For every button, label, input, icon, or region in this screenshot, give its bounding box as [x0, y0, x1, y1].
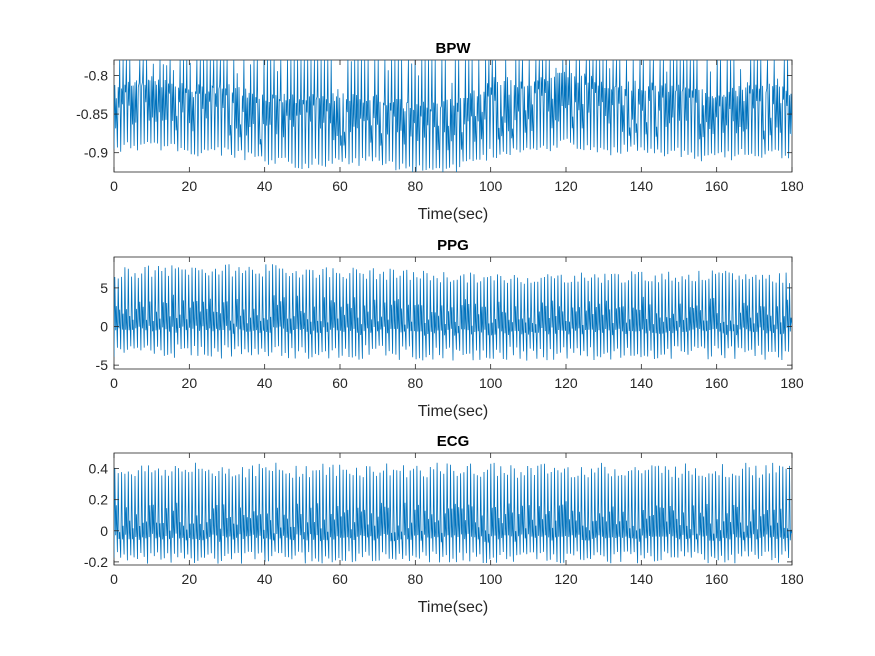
x-tick-label: 120 — [554, 571, 578, 587]
y-tick-label: 0.2 — [89, 492, 109, 508]
x-tick-label: 120 — [554, 178, 578, 194]
y-tick-label: -0.2 — [84, 554, 108, 570]
x-tick-label: 0 — [110, 571, 118, 587]
x-tick-label: 80 — [408, 571, 424, 587]
x-tick-label: 80 — [408, 375, 424, 391]
y-tick-label: 0 — [100, 319, 108, 335]
y-tick-label: -0.9 — [84, 145, 108, 161]
y-tick-label: -0.8 — [84, 67, 108, 83]
subplot-ecg: 0 20 40 60 80 100 120 140 160 1800.40.20-0.2ECGTi… — [84, 433, 804, 616]
x-tick-label: 140 — [630, 178, 654, 194]
subplot-title: ECG — [437, 433, 470, 450]
x-axis-label: Time(sec) — [418, 599, 489, 616]
y-tick-label: 5 — [100, 280, 108, 296]
x-tick-label: 40 — [257, 375, 273, 391]
x-tick-label: 120 — [554, 375, 578, 391]
subplot-panels: 0 20 40 60 80 100 120 140 160 180 -0.8 -0.85 -0.9 BPW… — [76, 40, 804, 616]
x-tick-label: 180 — [780, 571, 804, 587]
x-tick-label: 100 — [479, 375, 503, 391]
x-tick-label: 60 — [332, 375, 348, 391]
x-tick-label: 20 — [182, 375, 198, 391]
x-tick-label: 100 — [479, 178, 503, 194]
x-tick-label: 160 — [705, 571, 729, 587]
x-axis-label: Time(sec) — [418, 206, 489, 223]
x-tick-label: 40 — [257, 178, 273, 194]
subplot-title: PPG — [437, 237, 469, 254]
x-tick-label: 60 — [332, 178, 348, 194]
x-tick-label: 180 — [780, 178, 804, 194]
x-tick-label: 160 — [705, 375, 729, 391]
signal-trace-bpw — [114, 60, 792, 172]
x-tick-label: 180 — [780, 375, 804, 391]
y-tick-label: 0 — [100, 523, 108, 539]
x-tick-label: 160 — [705, 178, 729, 194]
x-tick-label: 20 — [182, 178, 198, 194]
x-tick-label: 80 — [408, 178, 424, 194]
x-tick-label: 20 — [182, 571, 198, 587]
y-tick-label: -0.85 — [76, 106, 108, 122]
x-axis-label: Time(sec) — [418, 403, 489, 420]
x-tick-label: 140 — [630, 571, 654, 587]
signal-trace-ppg — [114, 264, 792, 361]
y-tick-label: 0.4 — [89, 461, 109, 477]
subplot-bpw: 0 20 40 60 80 100 120 140 160 180 -0.8 -0.85 -0.9 BPW… — [76, 40, 804, 223]
x-tick-label: 40 — [257, 571, 273, 587]
x-tick-label: 140 — [630, 375, 654, 391]
y-tick-label: -5 — [96, 357, 109, 373]
x-tick-label: 100 — [479, 571, 503, 587]
x-tick-label: 0 — [110, 178, 118, 194]
x-tick-label: 60 — [332, 571, 348, 587]
subplot-title: BPW — [436, 40, 472, 57]
x-tick-label: 0 — [110, 375, 118, 391]
signal-trace-ecg — [114, 462, 792, 564]
